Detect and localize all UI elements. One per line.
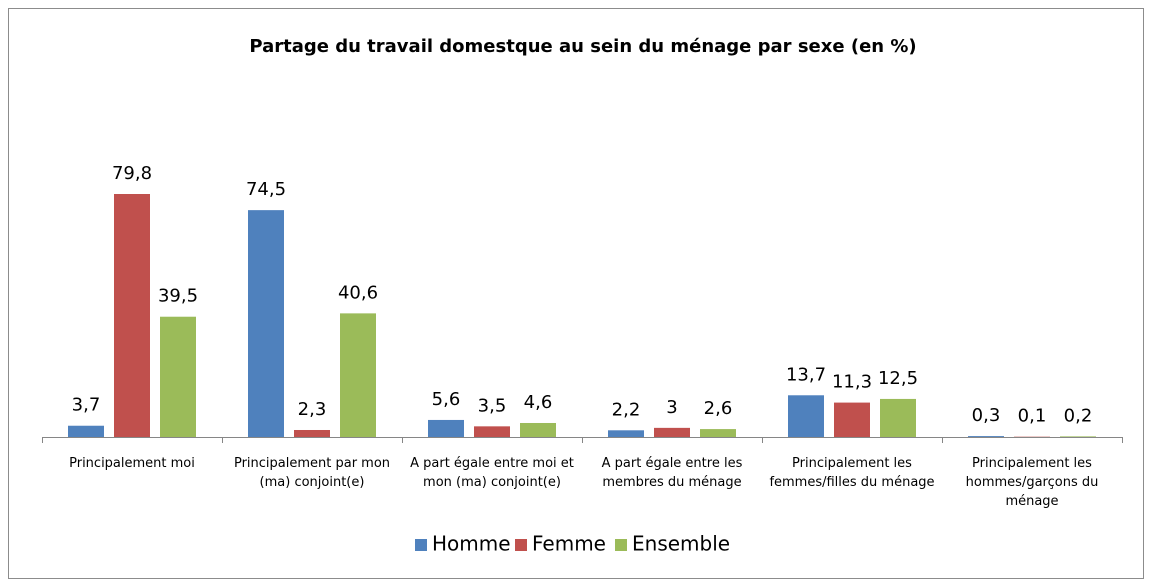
data-label: 4,6 (524, 392, 553, 413)
bar (520, 422, 556, 437)
data-label: 5,6 (432, 389, 461, 410)
bar (340, 313, 376, 437)
x-tick-label: Principalement les femmes/filles du ména… (769, 456, 935, 490)
bar (160, 316, 196, 437)
data-label: 12,5 (878, 368, 918, 389)
x-tick-label: Principalement moi (69, 456, 195, 471)
data-label: 2,6 (704, 398, 733, 419)
bar (114, 194, 150, 437)
bar (968, 436, 1004, 437)
data-label: 79,8 (112, 163, 152, 184)
chart-frame (8, 8, 1144, 579)
data-label: 11,3 (832, 372, 872, 393)
data-label: 3,5 (478, 395, 507, 416)
bar (248, 210, 284, 437)
bar (654, 427, 690, 437)
x-tick-label: A part égale entre les membres du ménage (601, 456, 743, 490)
bar (880, 398, 916, 437)
data-label: 3 (666, 397, 677, 418)
bar (788, 395, 824, 437)
data-label: 2,3 (298, 399, 327, 420)
data-label: 2,2 (612, 399, 641, 420)
legend-swatch (415, 539, 427, 551)
x-tick-label: A part égale entre moi et mon (ma) conjo… (410, 456, 574, 490)
legend-swatch (615, 539, 627, 551)
bar (474, 426, 510, 437)
legend-swatch (515, 539, 527, 551)
bar (294, 429, 330, 437)
data-label: 0,1 (1018, 406, 1047, 427)
data-label: 39,5 (158, 286, 198, 307)
x-tick-label: Principalement par mon (ma) conjoint(e) (233, 456, 391, 490)
chart-title: Partage du travail domestque au sein du … (249, 36, 916, 57)
bar (1060, 436, 1096, 437)
bar (834, 402, 870, 437)
data-label: 13,7 (786, 364, 826, 385)
data-label: 74,5 (246, 179, 286, 200)
bar (608, 430, 644, 437)
x-tick-label: Principalement les hommes/garçons du mén… (965, 456, 1099, 509)
data-label: 40,6 (338, 282, 378, 303)
legend-label: Femme (532, 532, 606, 556)
data-label: 0,2 (1064, 405, 1093, 426)
data-label: 3,7 (72, 395, 101, 416)
legend-label: Homme (432, 532, 511, 556)
bar (700, 429, 736, 437)
bar (68, 425, 104, 437)
data-label: 0,3 (972, 405, 1001, 426)
bar (428, 419, 464, 437)
legend-label: Ensemble (632, 532, 730, 556)
